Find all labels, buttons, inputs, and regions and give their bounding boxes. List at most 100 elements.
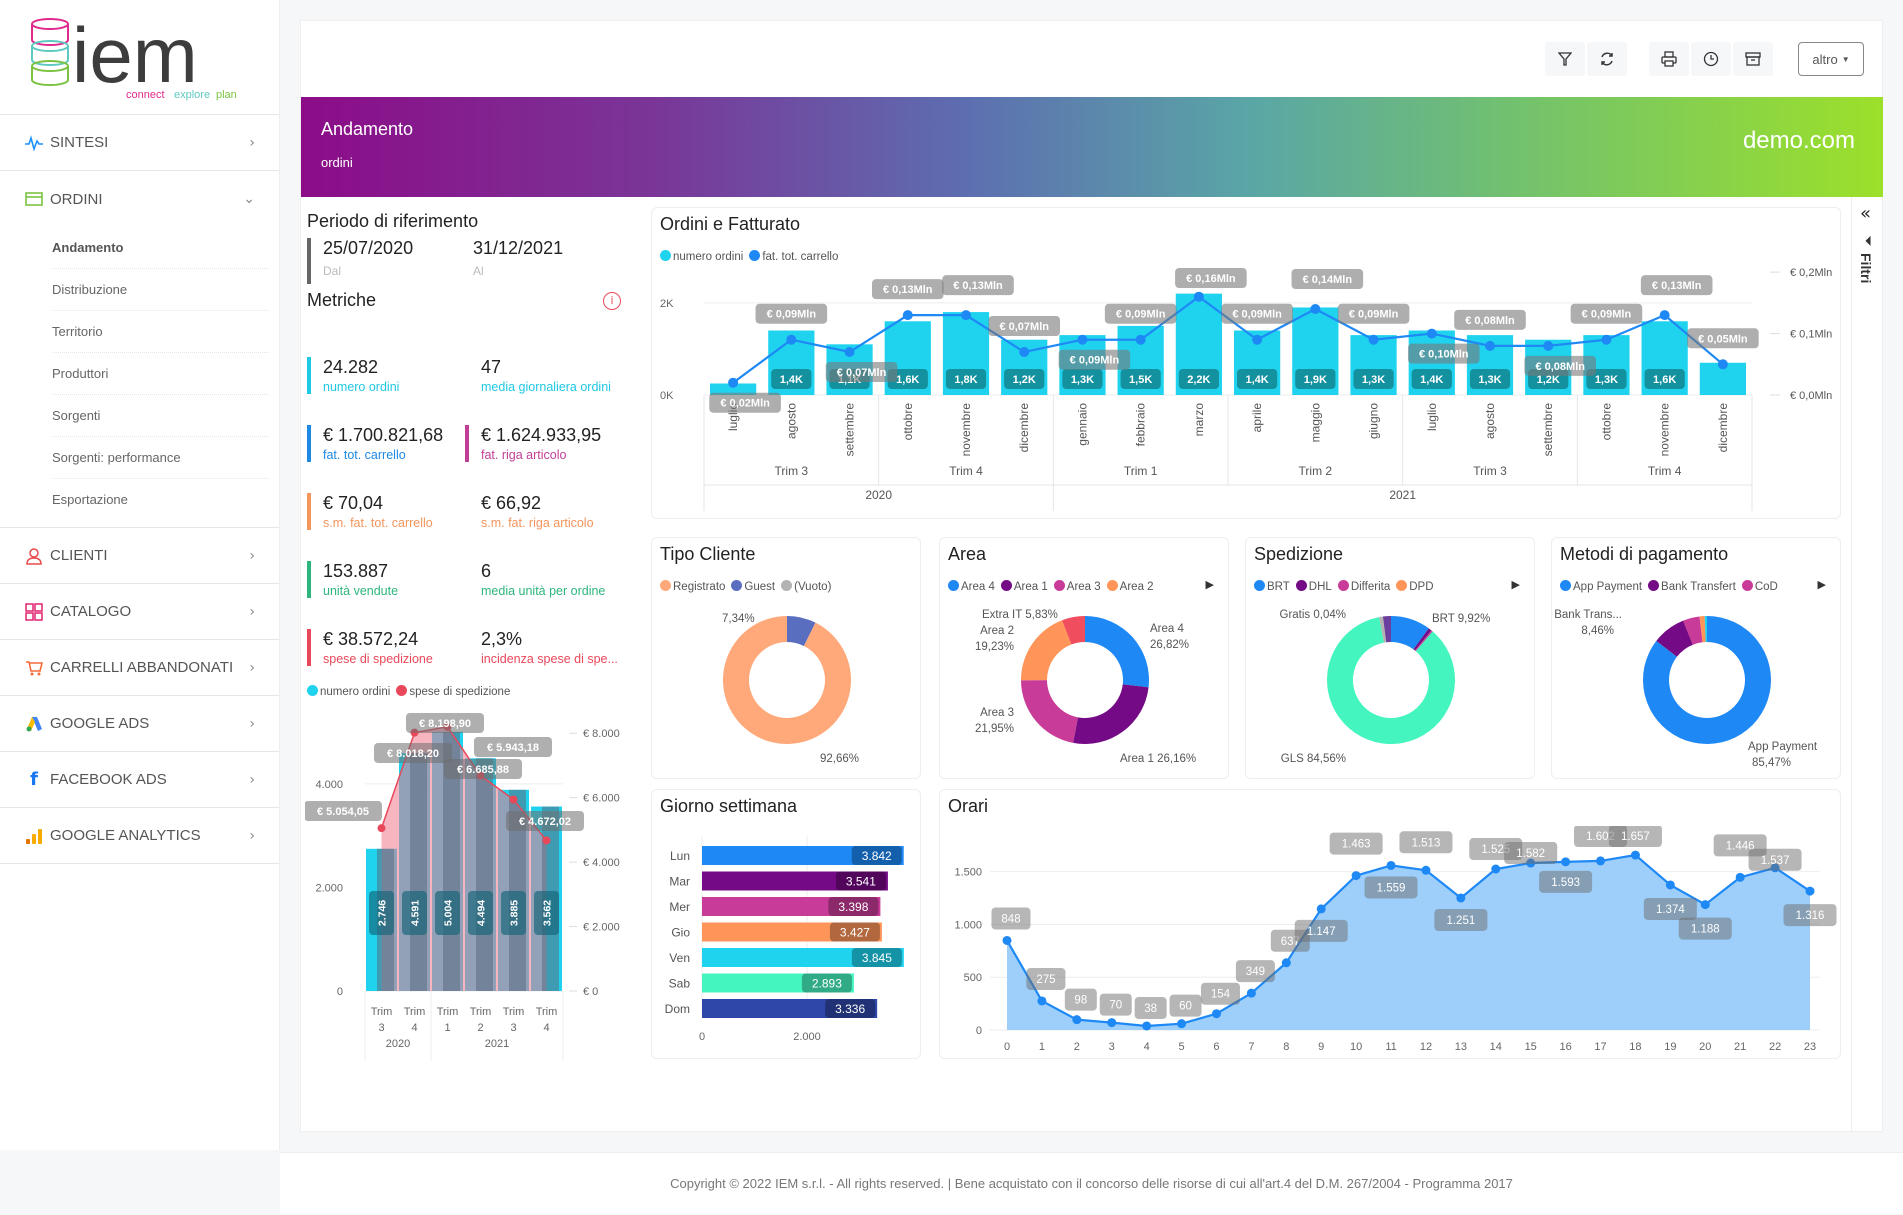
- sidebar-item-label: GOOGLE ANALYTICS: [50, 827, 201, 844]
- point-orari: [1002, 935, 1012, 945]
- bar-label-box: [1120, 369, 1161, 389]
- submenu-item-sorgenti[interactable]: Sorgenti: [52, 395, 269, 437]
- data-label-fatturato-box: [825, 362, 898, 382]
- submenu-item-produttori[interactable]: Produttori: [52, 353, 269, 395]
- sidebar-item-facebook-ads[interactable]: f FACEBOOK ADS ›: [0, 752, 279, 808]
- sidebar-item-carrelli-abbandonati[interactable]: CARRELLI ABBANDONATI ›: [0, 640, 279, 696]
- slice-label: Gratis 0,04%: [1280, 609, 1346, 621]
- sidebar-item-clienti[interactable]: CLIENTI ›: [0, 528, 279, 584]
- metric-tile: € 38.572,24 spese di spedizione: [307, 629, 433, 666]
- info-icon[interactable]: i: [603, 292, 621, 310]
- archive-button[interactable]: [1733, 42, 1773, 76]
- legend-item[interactable]: CoD: [1741, 580, 1778, 593]
- metric-label: media unità per ordine: [481, 584, 606, 598]
- chevron-right-icon: ›: [249, 134, 255, 151]
- data-label-spedizione: € 5.943,18: [487, 742, 539, 754]
- data-label-fatturato: € 0,13Mln: [883, 284, 933, 296]
- sidebar-item-catalogo[interactable]: CATALOGO ›: [0, 584, 279, 640]
- area-card: Area Area 4 Area 1 Area 3 Area 2 ▶ Extra IT…: [939, 537, 1229, 779]
- sidebar-item-label: FACEBOOK ADS: [50, 771, 167, 788]
- print-button[interactable]: [1649, 42, 1689, 76]
- y-tick-giorno: Dom: [665, 1002, 690, 1016]
- y-right-tick: € 0,1Mln: [1790, 329, 1832, 341]
- quarterly-chart-svg: 0 2.000 4.000 € 0 € 2.000 € 4.000 € 6.000 € 8.0…: [305, 713, 620, 1061]
- legend-next-icon[interactable]: ▶: [1205, 578, 1214, 591]
- legend-item[interactable]: Area 3: [1053, 580, 1101, 593]
- submenu-item-distribuzione[interactable]: Distribuzione: [52, 269, 269, 311]
- chart-title: Orari: [948, 796, 988, 816]
- x-tick-month: gennaio: [1075, 403, 1089, 446]
- data-label-fatturato: € 0,16Mln: [1186, 273, 1236, 285]
- bar-label-box: [1237, 369, 1278, 389]
- bar-label: 2.746: [377, 900, 389, 926]
- pulse-icon: [24, 133, 44, 153]
- y-right-tick: € 0,2Mln: [1790, 267, 1832, 279]
- legend-item[interactable]: Guest: [731, 580, 775, 593]
- x-tick: 11: [1385, 1041, 1396, 1053]
- legend-item[interactable]: DHL: [1295, 580, 1332, 593]
- metric-label: spese di spedizione: [323, 652, 433, 666]
- sidebar: iem connect explore plan SINTESI › ORDIN…: [0, 0, 280, 1150]
- altro-dropdown[interactable]: altro ▼: [1798, 42, 1864, 76]
- point-orari: [1386, 860, 1396, 870]
- x-tick-month: settembre: [1541, 403, 1555, 457]
- x-tick-month: aprile: [1250, 403, 1264, 433]
- data-label: 1.657: [1621, 831, 1650, 843]
- submenu-item-territorio[interactable]: Territorio: [52, 311, 269, 353]
- history-button[interactable]: [1691, 42, 1731, 76]
- legend-item[interactable]: Bank Transfert: [1648, 580, 1736, 593]
- data-label-box: [1539, 870, 1593, 893]
- bar-label: 1,2K: [1537, 374, 1560, 386]
- submenu-item-sorgenti-performance[interactable]: Sorgenti: performance: [52, 437, 269, 479]
- slice-label: Area 4: [1150, 623, 1184, 635]
- legend-item[interactable]: App Payment: [1560, 580, 1642, 593]
- legend-item[interactable]: Area 1: [1000, 580, 1048, 593]
- metric-tile: € 1.624.933,95 fat. riga articolo: [465, 425, 601, 462]
- collapse-icon[interactable]: «: [1860, 203, 1872, 224]
- bar-label: 3.398: [838, 900, 868, 914]
- data-label-fatturato: € 0,05Mln: [1698, 333, 1748, 345]
- legend-item[interactable]: Differita: [1337, 580, 1390, 593]
- spedizione-legend: BRT DHL Differita DPD: [1254, 580, 1434, 593]
- filters-panel[interactable]: « ⏷ Filtri: [1851, 197, 1884, 1132]
- x-tick: 5: [1179, 1041, 1185, 1053]
- bar-label: 3.427: [840, 926, 870, 940]
- legend-item[interactable]: (Vuoto): [781, 580, 831, 593]
- sidebar-item-ordini[interactable]: ORDINI ⌄: [0, 171, 279, 227]
- data-label: 1.188: [1691, 924, 1720, 936]
- legend-next-icon[interactable]: ▶: [1817, 578, 1826, 591]
- metric-value: € 70,04: [323, 493, 384, 513]
- legend-item[interactable]: BRT: [1254, 580, 1290, 593]
- x-tick-num: 4: [411, 1022, 417, 1034]
- filter-button[interactable]: [1545, 42, 1585, 76]
- donut-slice: [1656, 620, 1693, 657]
- submenu-item-andamento[interactable]: Andamento: [52, 227, 269, 269]
- x-tick: 9: [1318, 1041, 1324, 1053]
- donut-slice: [1379, 616, 1387, 643]
- data-label-fatturato-box: [1407, 343, 1480, 364]
- donut-slice: [1073, 684, 1149, 744]
- data-label: 349: [1246, 966, 1265, 978]
- legend-item[interactable]: Area 4: [948, 580, 995, 593]
- submenu-item-esportazione[interactable]: Esportazione: [52, 492, 128, 507]
- legend-next-icon[interactable]: ▶: [1511, 578, 1520, 591]
- data-label-fatturato-box: [755, 303, 828, 324]
- sidebar-item-sintesi[interactable]: SINTESI ›: [0, 115, 279, 171]
- sidebar-item-google-ads[interactable]: GOOGLE ADS ›: [0, 696, 279, 752]
- legend-item[interactable]: DPD: [1396, 580, 1434, 593]
- chart-title: Spedizione: [1254, 544, 1344, 564]
- bar-label-box: [1295, 369, 1336, 389]
- legend-item[interactable]: Registrato: [660, 580, 725, 593]
- x-tick-month: settembre: [843, 403, 857, 457]
- logo[interactable]: iem connect explore plan: [0, 0, 279, 115]
- metric-tile: 24.282 numero ordini: [307, 357, 399, 394]
- x-tick-month: dicembre: [1017, 403, 1031, 453]
- sidebar-item-label: SINTESI: [50, 134, 109, 151]
- legend-item[interactable]: Area 2: [1106, 580, 1154, 593]
- sidebar-item-google-analytics[interactable]: GOOGLE ANALYTICS ›: [0, 808, 279, 864]
- data-label-box: [1434, 908, 1488, 931]
- refresh-button[interactable]: [1587, 42, 1627, 76]
- data-label-fatturato-box: [1640, 275, 1713, 296]
- x-tick-month: novembre: [959, 403, 973, 457]
- slice-label: GLS 84,56%: [1281, 753, 1346, 765]
